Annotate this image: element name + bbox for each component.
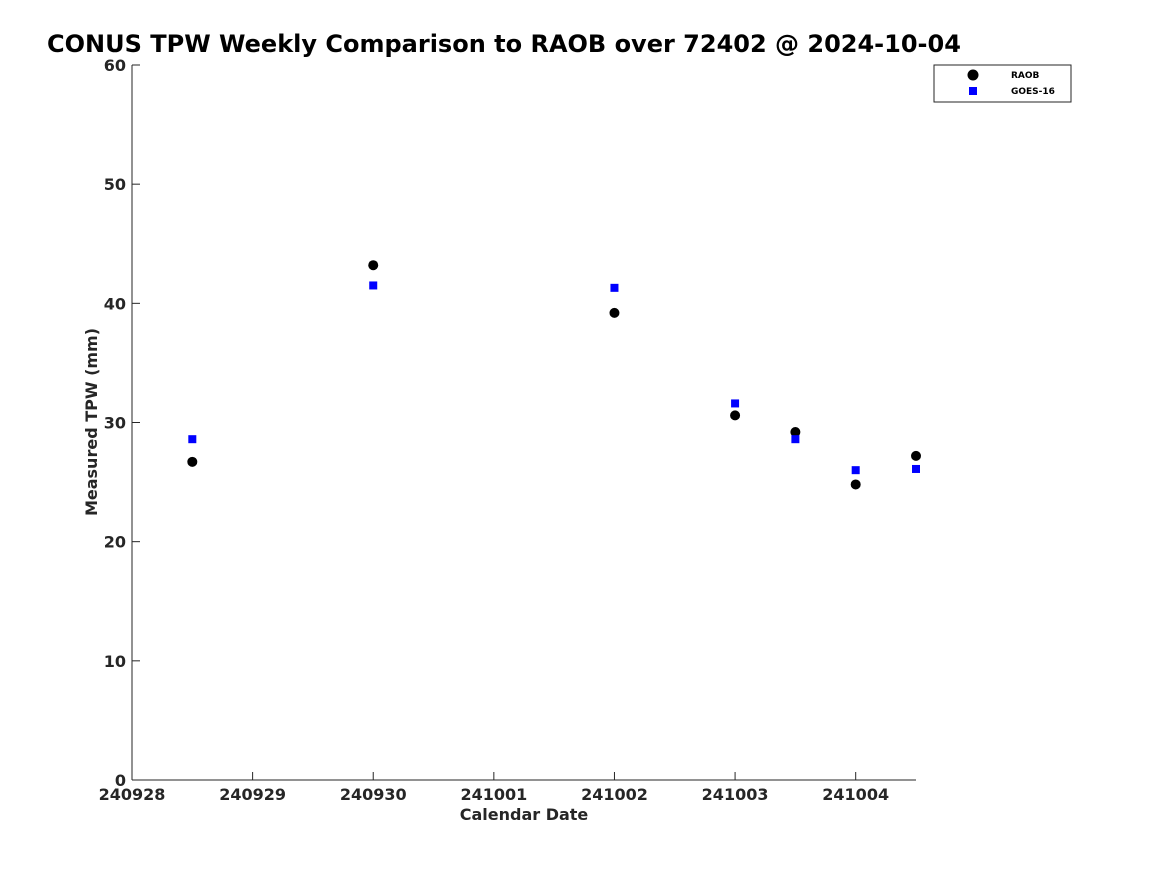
x-tick-label: 240928 bbox=[99, 785, 166, 804]
goes-16-point bbox=[791, 435, 800, 444]
x-tick-label: 241004 bbox=[822, 785, 889, 804]
y-tick-label: 50 bbox=[104, 175, 126, 194]
y-axis-label: Measured TPW (mm) bbox=[82, 328, 101, 516]
raob-point bbox=[368, 260, 379, 271]
legend-box bbox=[933, 64, 1072, 103]
y-tick-label: 60 bbox=[104, 56, 126, 75]
y-tick-label: 20 bbox=[104, 533, 126, 552]
x-tick-label: 241001 bbox=[460, 785, 527, 804]
raob-point bbox=[730, 410, 741, 421]
y-tick-label: 0 bbox=[115, 771, 126, 790]
raob-point bbox=[911, 450, 921, 461]
goes-16-point bbox=[912, 464, 920, 473]
raob-point bbox=[609, 307, 620, 318]
goes-16-point bbox=[731, 399, 740, 408]
goes-16-point bbox=[610, 283, 619, 292]
x-tick-label: 241003 bbox=[702, 785, 769, 804]
y-axis-ticks: 0 10 20 30 40 50 60 bbox=[104, 56, 140, 790]
x-axis-ticks: 240928 240929 240930 241001 241002 241003 2410… bbox=[99, 772, 889, 804]
raob-point bbox=[790, 427, 801, 438]
legend-marker-goes-16 bbox=[969, 87, 977, 95]
data-points bbox=[187, 260, 921, 490]
raob-point bbox=[187, 456, 198, 467]
legend: RAOB GOES-16 bbox=[933, 64, 1072, 103]
legend-label-goes-16: GOES-16 bbox=[1011, 87, 1055, 97]
y-tick-label: 10 bbox=[104, 652, 126, 671]
goes-16-point bbox=[369, 281, 378, 290]
legend-marker-raob bbox=[967, 69, 979, 81]
x-axis-label: Calendar Date bbox=[460, 805, 589, 824]
x-tick-label: 240929 bbox=[219, 785, 286, 804]
x-tick-label: 240930 bbox=[340, 785, 407, 804]
x-tick-label: 241002 bbox=[581, 785, 648, 804]
raob-point bbox=[850, 479, 861, 490]
chart-title: CONUS TPW Weekly Comparison to RAOB over… bbox=[47, 30, 961, 58]
y-tick-label: 40 bbox=[104, 294, 126, 313]
goes-16-point bbox=[851, 466, 860, 475]
legend-label-raob: RAOB bbox=[1011, 71, 1040, 81]
y-tick-label: 30 bbox=[104, 414, 126, 433]
goes-16-point bbox=[188, 435, 197, 444]
